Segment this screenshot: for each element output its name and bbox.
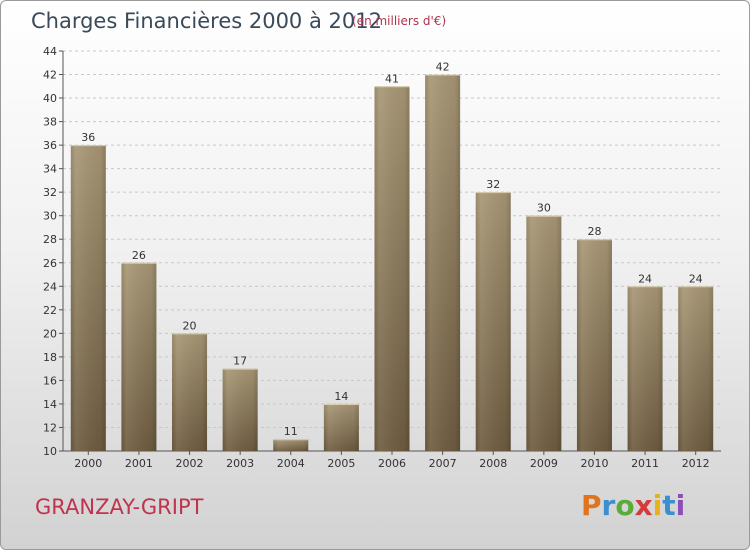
data-label: 32 <box>486 178 500 191</box>
logo-letter: x <box>634 489 653 522</box>
bar-shade <box>627 286 663 451</box>
y-tick-label: 42 <box>43 69 57 82</box>
axes: 10 12 14 16 18 20 22 24 26 28 30 32 34 36 38 40 42 44 2000… <box>43 45 721 470</box>
data-label: 17 <box>233 355 247 368</box>
bar-shade <box>425 74 461 451</box>
chart-unit: (en milliers d'€) <box>352 14 447 28</box>
bar-shade <box>323 403 359 451</box>
x-tick-label: 2002 <box>176 457 204 470</box>
logo-letter: o <box>615 489 635 522</box>
bars <box>70 74 714 452</box>
data-label: 24 <box>638 272 652 285</box>
bar-shade <box>526 215 562 451</box>
data-label: 42 <box>436 61 450 74</box>
bar-shade <box>576 239 612 451</box>
bar-shade <box>678 286 714 451</box>
chart-title: Charges Financières 2000 à 2012 <box>31 9 382 33</box>
y-tick-label: 36 <box>43 139 57 152</box>
data-label: 30 <box>537 202 551 215</box>
y-tick-label: 32 <box>43 186 57 199</box>
bar-shade <box>121 262 157 451</box>
data-label: 36 <box>81 131 95 144</box>
logo-letter: t <box>662 489 676 522</box>
y-tick-label: 24 <box>43 280 57 293</box>
logo-letter: P <box>581 489 602 522</box>
data-label: 26 <box>132 249 146 262</box>
data-label: 11 <box>284 425 298 438</box>
bar-shade <box>70 145 106 451</box>
bar-shade <box>222 368 258 451</box>
data-label: 20 <box>183 319 197 332</box>
y-tick-label: 28 <box>43 233 57 246</box>
y-tick-label: 16 <box>43 374 57 387</box>
y-tick-label: 30 <box>43 210 57 223</box>
y-tick-label: 14 <box>43 398 57 411</box>
logo-letter: i <box>675 489 686 522</box>
commune-name: GRANZAY-GRIPT <box>35 495 204 519</box>
proxiti-logo: Proxiti <box>581 489 685 522</box>
x-tick-label: 2011 <box>631 457 659 470</box>
y-tick-label: 20 <box>43 327 57 340</box>
y-tick-label: 10 <box>43 445 57 458</box>
y-tick-label: 44 <box>43 45 57 58</box>
x-tick-label: 2009 <box>530 457 558 470</box>
data-label: 41 <box>385 72 399 85</box>
logo-letter: r <box>601 489 616 522</box>
x-tick-label: 2010 <box>580 457 608 470</box>
y-tick-label: 26 <box>43 257 57 270</box>
y-tick-label: 34 <box>43 163 57 176</box>
labels: 36 26 20 17 11 14 41 42 32 30 28 24 24 <box>81 61 702 439</box>
x-tick-label: 2000 <box>74 457 102 470</box>
bar-shade <box>374 86 410 451</box>
x-tick-label: 2008 <box>479 457 507 470</box>
data-label: 28 <box>587 225 601 238</box>
x-tick-label: 2004 <box>277 457 305 470</box>
logo-letter: i <box>652 489 663 522</box>
x-tick-label: 2006 <box>378 457 406 470</box>
data-label: 14 <box>334 390 348 403</box>
x-tick-label: 2005 <box>327 457 355 470</box>
y-tick-label: 40 <box>43 92 57 105</box>
bar-shade <box>273 439 309 451</box>
y-tick-label: 18 <box>43 351 57 364</box>
bar-shade <box>475 192 511 452</box>
y-tick-label: 12 <box>43 421 57 434</box>
x-tick-label: 2001 <box>125 457 153 470</box>
x-tick-label: 2003 <box>226 457 254 470</box>
y-tick-label: 38 <box>43 116 57 129</box>
y-tick-label: 22 <box>43 304 57 317</box>
x-tick-label: 2007 <box>429 457 457 470</box>
bar-shade <box>172 333 208 451</box>
x-tick-label: 2012 <box>682 457 710 470</box>
data-label: 24 <box>689 272 703 285</box>
